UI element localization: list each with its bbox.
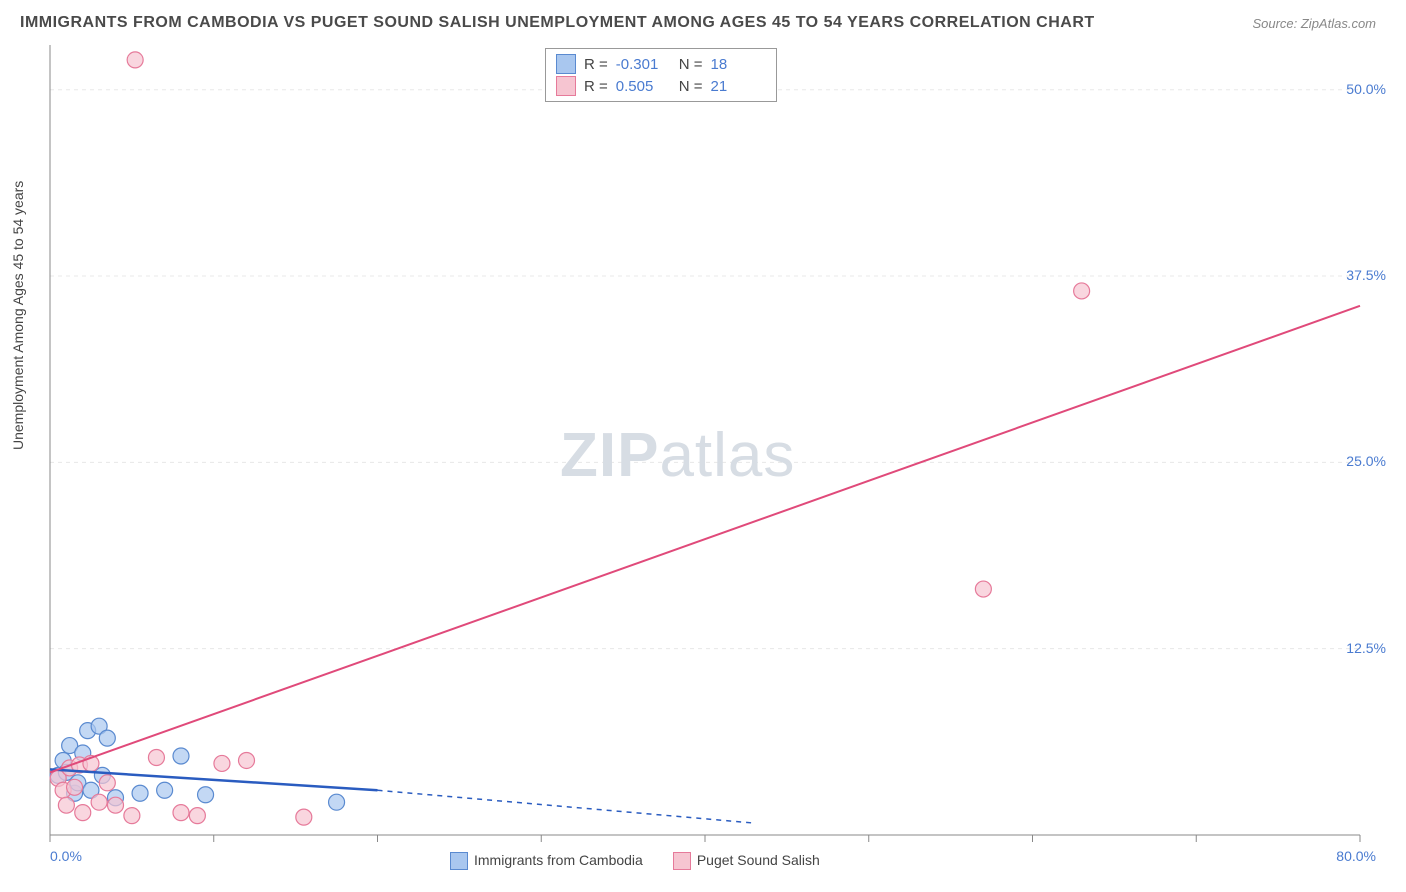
y-tick-label: 37.5% [1346,267,1386,283]
y-tick-label: 25.0% [1346,453,1386,469]
y-tick-label: 12.5% [1346,640,1386,656]
series-legend: Immigrants from Cambodia Puget Sound Sali… [450,852,820,870]
x-axis-max-label: 80.0% [1336,848,1376,864]
legend-item: Immigrants from Cambodia [450,852,643,870]
legend-item: Puget Sound Salish [673,852,820,870]
stats-legend: R = -0.301N = 18R = 0.505N = 21 [545,48,777,102]
watermark: ZIPatlas [560,420,795,491]
y-tick-label: 50.0% [1346,81,1386,97]
x-axis-min-label: 0.0% [50,848,82,864]
